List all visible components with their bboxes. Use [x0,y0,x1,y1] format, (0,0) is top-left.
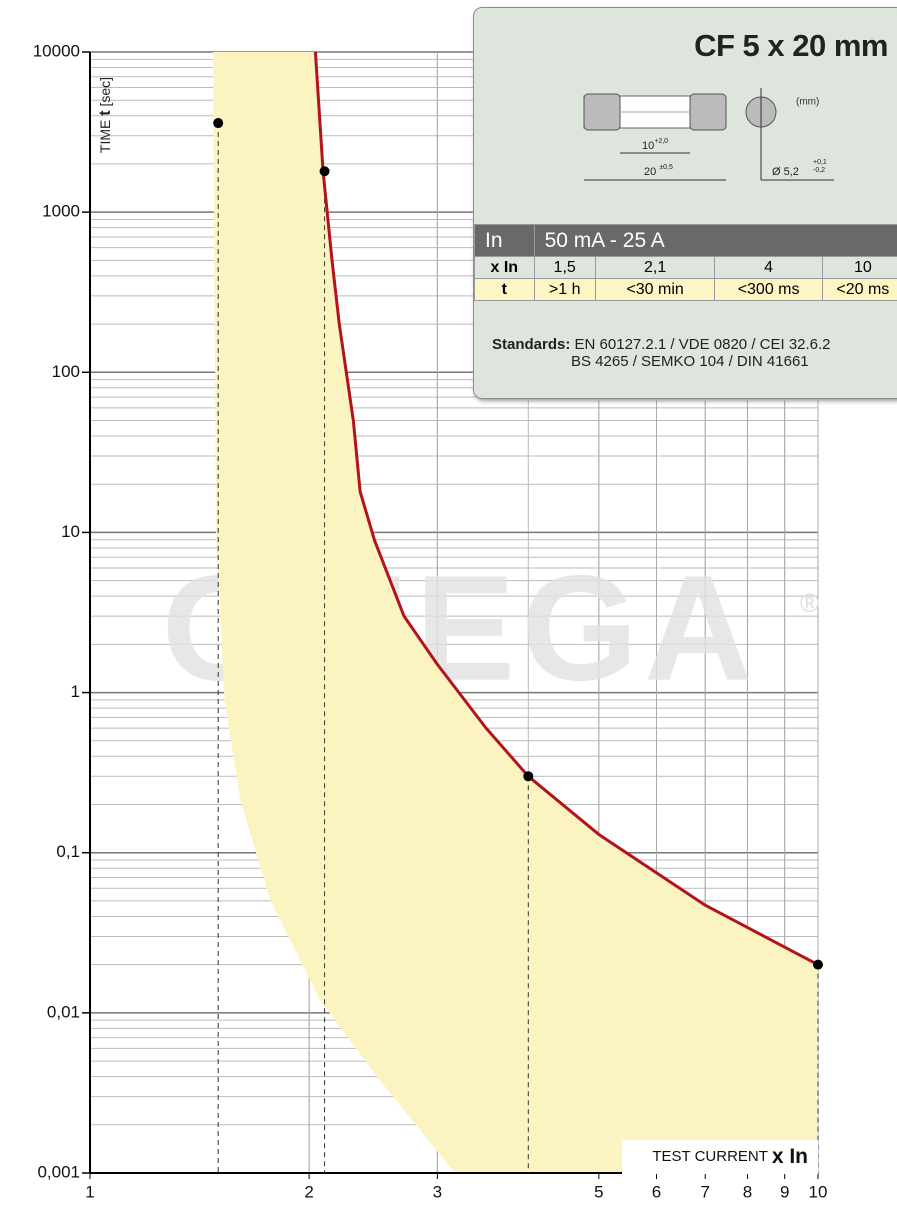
rating-row: In 50 mA - 25 A [474,224,897,257]
panel-title: CF 5 x 20 mm [694,28,888,63]
x-label-part: x In [772,1145,808,1168]
y-tick-label: 100 [52,362,80,381]
standards: Standards: EN 60127.2.1 / VDE 0820 / CEI… [492,336,831,370]
point [523,771,534,782]
cell: x In [474,256,535,279]
dia-tol: -0,2 [813,167,825,174]
standards-line: BS 4265 / SEMKO 104 / DIN 41661 [571,353,809,370]
cell: <30 min [594,278,716,301]
standards-label: Standards: [492,336,571,353]
y-label-part: t [97,110,114,116]
x-tick-label: 9 [780,1182,789,1201]
cell: t [474,278,535,301]
x-tick-label: 8 [743,1182,752,1201]
dim-value: 10 [642,140,654,152]
point [319,166,330,177]
zone [212,52,818,1173]
cell: 50 mA - 25 A [533,224,897,257]
fuse-drawing: 10+2,0 20 ±0,5 Ø 5,2 +0,1 -0,2 (mm) [583,88,834,181]
x-tick-label: 5 [594,1182,603,1201]
x-label-box [622,1140,818,1174]
y-axis-label: TIME t [sec] [97,77,115,153]
cell: 1,5 [533,256,596,279]
y-tick-label: 10000 [33,41,80,60]
y-tick-label: 1000 [42,202,80,221]
x-tick-label: 1 [85,1182,94,1201]
dim-value: 20 [644,166,656,178]
cell: 2,1 [594,256,716,279]
x-tick-label: 2 [304,1182,313,1201]
point [813,959,823,970]
y-tick-label: 0,1 [56,842,80,861]
cell: 4 [714,256,823,279]
unit-text: (mm) [796,97,819,108]
fuse-cap [583,93,621,131]
fuse-cap [689,93,727,131]
dim-text: 20 ±0,5 [644,164,673,178]
y-label-part: TIME [97,120,113,153]
dia-tol: +0,1 [813,159,827,166]
point [213,118,224,129]
curve [313,51,819,966]
info-panel: CF 5 x 20 mm 10+2,0 20 ±0,5 Ø 5,2 +0,1 -… [473,7,897,399]
x-tick-label: 10 [809,1182,828,1201]
cell: 10 [821,256,897,279]
cell: <20 ms [821,278,897,301]
y-tick-label: 1 [71,682,80,701]
x-label-part: TEST CURRENT [652,1148,767,1165]
x-tick-label: 3 [433,1182,442,1201]
spec-table: In 50 mA - 25 A x In 1,5 2,1 4 10 t >1 h <30 mi… [474,224,897,301]
cell: <300 ms [714,278,823,301]
y-tick-label: 0,001 [37,1162,80,1181]
table-row: t >1 h <30 min <300 ms <20 ms [474,278,897,301]
dim-tol: +2,0 [654,138,668,145]
y-tick-label: 10 [61,522,80,541]
y-tick-label: 0,01 [47,1002,80,1021]
dim-text: 10+2,0 [642,138,668,152]
x-tick-label: 6 [652,1182,661,1201]
table-row: x In 1,5 2,1 4 10 [474,256,897,279]
x-tick-label: 7 [700,1182,709,1201]
dim-tol: ±0,5 [659,164,673,171]
x-axis-label: TEST CURRENT x In [652,1145,808,1168]
y-label-part: [sec] [97,77,113,107]
watermark-mark: ® [800,588,819,618]
cell: In [474,224,535,257]
standards-line: EN 60127.2.1 / VDE 0820 / CEI 32.6.2 [574,336,831,353]
cell: >1 h [533,278,596,301]
dia-text: Ø 5,2 [772,166,799,178]
